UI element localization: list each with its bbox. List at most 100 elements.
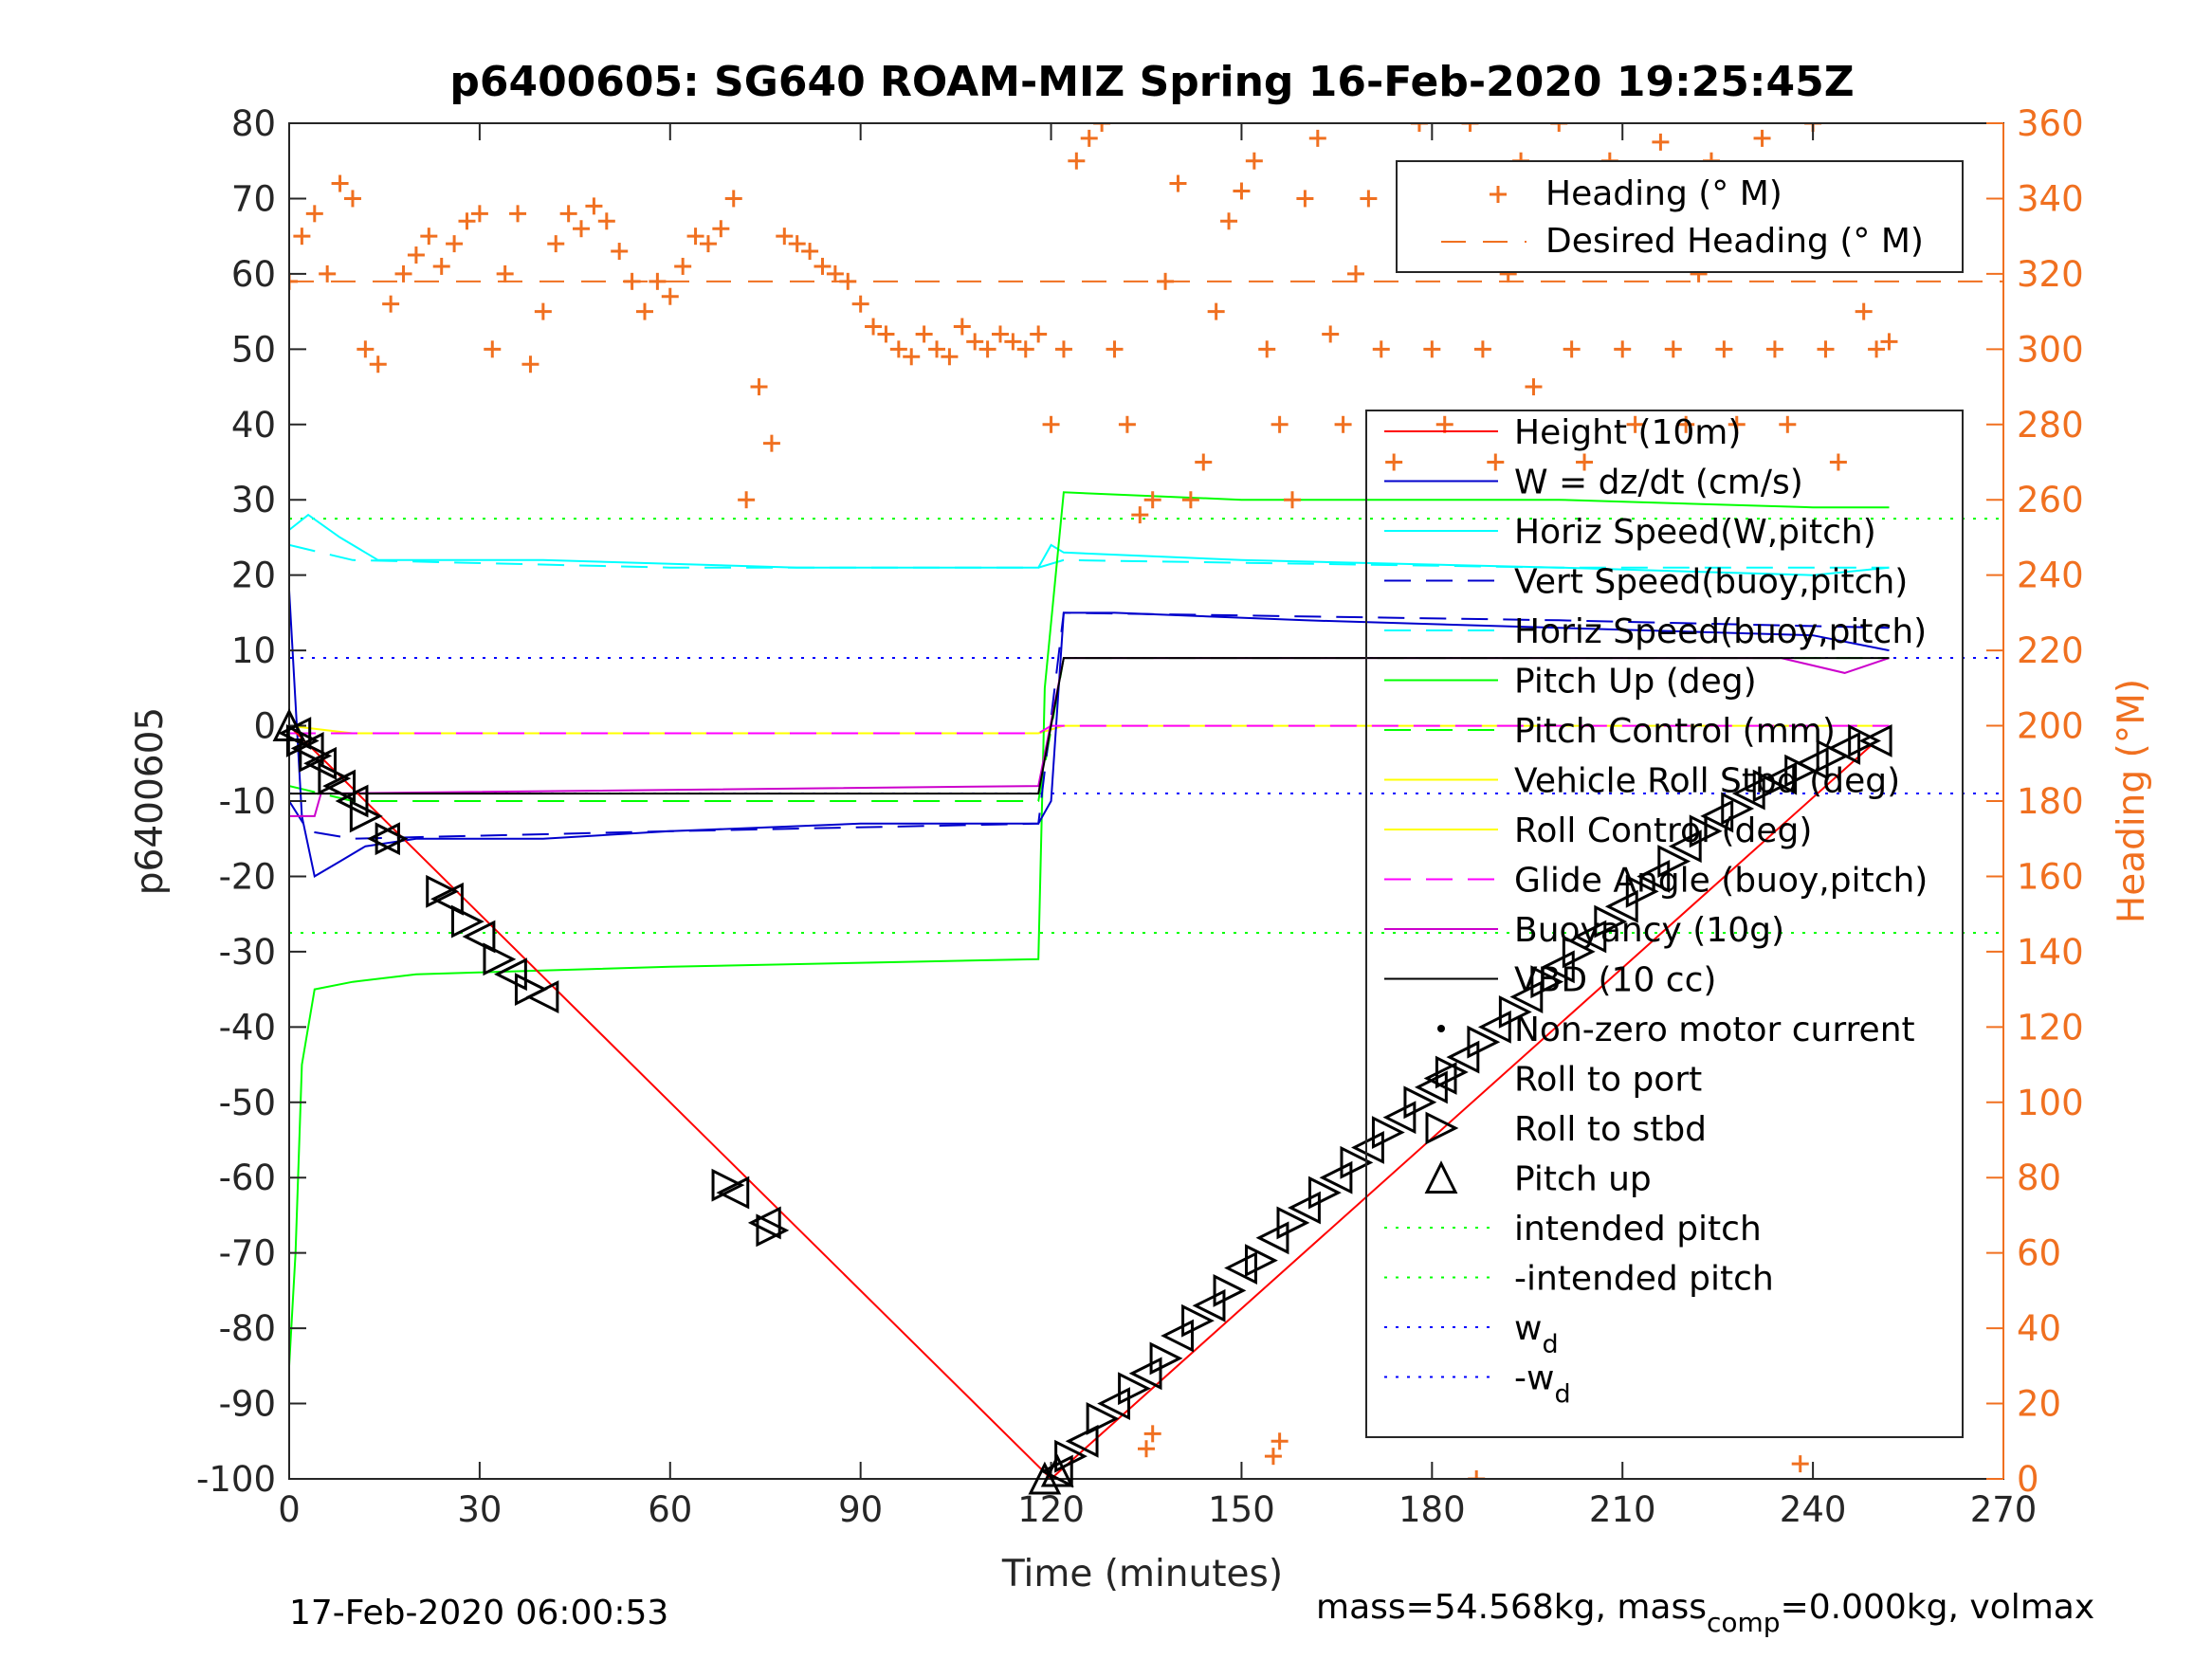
roll-to-stbd-marker — [1467, 1025, 1501, 1059]
heading-point — [611, 243, 629, 261]
series-vert-speed-buoy — [289, 611, 1890, 840]
heading-point — [1550, 123, 1568, 132]
heading-point — [1169, 174, 1187, 192]
heading-point — [826, 264, 844, 283]
y-tick-label: -100 — [196, 1459, 276, 1500]
heading-point — [1829, 453, 1847, 471]
roll-to-stbd-marker — [756, 1213, 790, 1248]
roll-to-port-marker — [462, 920, 496, 954]
roll-to-stbd-marker — [1054, 1439, 1088, 1473]
roll-to-port-marker — [1541, 950, 1575, 984]
heading-point — [1715, 340, 1733, 358]
roll-to-port-marker — [1636, 860, 1671, 893]
heading-point — [1880, 333, 1898, 351]
heading-point — [1004, 333, 1022, 351]
heading-point — [458, 212, 476, 230]
heading-point — [903, 348, 921, 366]
heading-point — [1030, 325, 1048, 343]
heading-point — [407, 246, 425, 264]
roll-to-stbd-marker — [1340, 1145, 1374, 1179]
x-tick-label: 150 — [1208, 1489, 1275, 1530]
roll-to-stbd-marker — [1752, 769, 1786, 803]
roll-to-port-marker — [335, 784, 369, 818]
roll-to-port-marker — [1097, 1387, 1131, 1420]
heading-point — [1233, 182, 1251, 200]
legend-entry-label: Roll to port — [1514, 1061, 1702, 1100]
heading-point — [496, 264, 514, 283]
roll-to-stbd-marker — [450, 904, 484, 939]
roll-to-stbd-marker — [1245, 1244, 1278, 1278]
x-tick-label: 90 — [838, 1489, 883, 1530]
heading-point — [369, 356, 387, 374]
heading-point — [762, 434, 780, 452]
legend-sample-right — [1425, 1111, 1459, 1145]
heading-point — [1080, 129, 1098, 147]
heading-point — [978, 340, 996, 358]
roll-to-port-marker — [1382, 1101, 1417, 1135]
heading-point — [1677, 415, 1695, 433]
heading-point — [319, 264, 337, 283]
roll-to-port-marker — [322, 769, 356, 803]
heading-point — [1360, 190, 1378, 208]
heading-point — [420, 228, 438, 246]
heading-point — [966, 333, 984, 351]
legend-sample-up — [1424, 1160, 1458, 1194]
x-tick-label: 180 — [1398, 1489, 1466, 1530]
legend-heading-entry: Desired Heading (° M) — [1545, 222, 1924, 261]
heading-point — [534, 302, 552, 320]
roll-to-stbd-marker — [1371, 1116, 1405, 1149]
heading-point — [293, 228, 311, 246]
roll-to-stbd-marker — [1562, 935, 1596, 969]
heading-point — [1322, 325, 1340, 343]
heading-point — [941, 348, 959, 366]
heading-point — [738, 491, 756, 509]
x-axis-label: Time (minutes) — [1001, 1553, 1283, 1595]
heading-point — [547, 235, 565, 253]
roll-to-stbd-marker — [1848, 724, 1882, 757]
y-tick-label: -30 — [219, 932, 276, 973]
legend-entry-label: Vehicle Roll Stbd (deg) — [1514, 762, 1900, 801]
roll-to-stbd-marker — [318, 761, 352, 795]
roll-to-stbd-marker — [514, 973, 548, 1007]
heading-point — [712, 220, 730, 238]
x-tick-label: 30 — [457, 1489, 502, 1530]
heading-point — [394, 264, 412, 283]
heading-point — [814, 257, 832, 275]
roll-to-stbd-marker — [299, 738, 333, 773]
roll-to-port-marker — [303, 746, 337, 780]
y-right-tick-label: 100 — [2017, 1083, 2084, 1123]
y-right-tick-label: 20 — [2017, 1384, 2061, 1425]
series-height — [289, 724, 1877, 1479]
heading-point — [1779, 415, 1797, 433]
y-right-tick-label: 60 — [2017, 1233, 2061, 1274]
heading-point — [1195, 453, 1213, 471]
legend-heading-sample — [1490, 186, 1507, 203]
heading-point — [865, 318, 883, 336]
heading-point — [686, 228, 704, 246]
heading-point — [573, 220, 591, 238]
heading-point — [1054, 340, 1072, 358]
heading-point — [1753, 129, 1771, 147]
roll-to-stbd-marker — [375, 822, 409, 856]
roll-to-port-marker — [1446, 1040, 1480, 1074]
heading-point — [750, 378, 768, 396]
legend-entry-label: Buoyancy (10g) — [1514, 911, 1784, 950]
roll-to-port-marker — [1509, 980, 1544, 1013]
y-right-tick-label: 240 — [2017, 556, 2084, 596]
heading-point — [1131, 506, 1149, 524]
footer-timestamp: 17-Feb-2020 06:00:53 — [289, 1594, 668, 1632]
roll-to-port-marker — [1351, 1131, 1384, 1164]
roll-to-port-marker — [1039, 1454, 1073, 1488]
legend-entry-label: Height (10m) — [1514, 413, 1741, 452]
heading-point — [1728, 415, 1746, 433]
roll-to-port-marker — [494, 957, 527, 992]
plot-area — [289, 123, 2003, 1479]
legend-entry-label: W = dz/dt (cm/s) — [1514, 464, 1803, 502]
roll-to-port-marker — [1224, 1251, 1257, 1285]
y-right-tick-label: 0 — [2017, 1459, 2039, 1500]
heading-point — [1385, 453, 1403, 471]
heading-point — [1068, 152, 1086, 170]
y-tick-label: 10 — [231, 630, 276, 671]
heading-point — [1468, 1470, 1486, 1479]
series-w-dzdt — [289, 590, 1890, 878]
